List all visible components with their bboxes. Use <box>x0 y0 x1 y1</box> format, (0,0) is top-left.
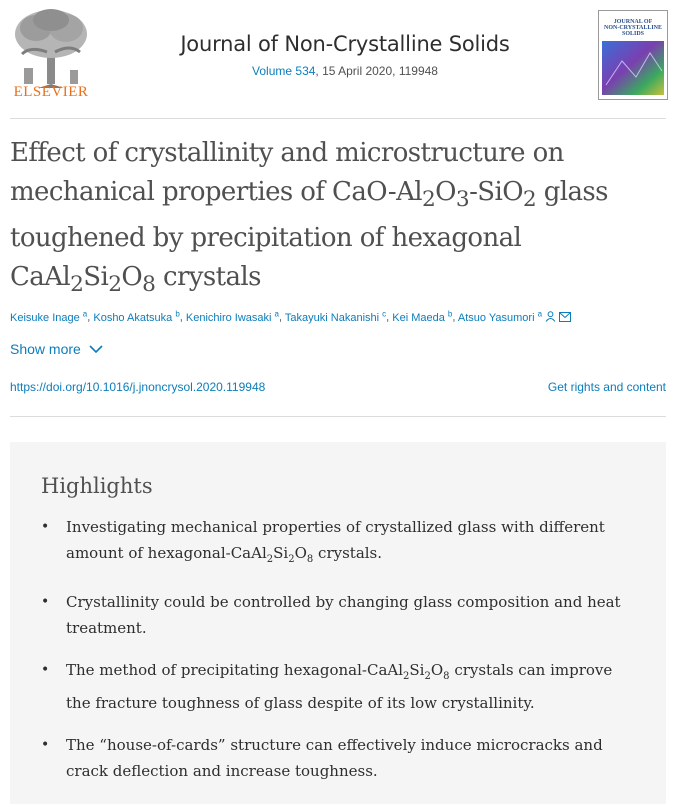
list-item: The “house-of-cards” structure can effec… <box>41 732 641 784</box>
author-link[interactable]: Atsuo Yasumori a <box>457 309 543 324</box>
highlights-heading: Highlights <box>41 474 153 498</box>
show-more-label: Show more <box>10 341 81 357</box>
author-link[interactable]: Kosho Akatsuka b <box>93 309 180 324</box>
author-link[interactable]: Takayuki Nakanishi c <box>284 309 387 324</box>
article-title: Effect of crystallinity and microstructu… <box>10 138 609 297</box>
header-divider <box>10 118 666 119</box>
list-item: Investigating mechanical properties of c… <box>41 514 641 573</box>
issue-date: , 15 April 2020, 119948 <box>315 64 438 78</box>
highlights-list: Investigating mechanical properties of c… <box>41 514 641 800</box>
journal-title-link[interactable]: Journal of Non-Crystalline Solids <box>180 32 510 56</box>
list-item: The method of precipitating hexagonal-Ca… <box>41 657 641 716</box>
volume-link[interactable]: Volume 534 <box>252 64 316 78</box>
show-more-toggle[interactable]: Show more <box>10 341 103 357</box>
author-link[interactable]: Keisuke Inage a <box>10 309 88 324</box>
publisher-wordmark: ELSEVIER <box>13 84 89 100</box>
highlights-section: Highlights Investigating mechanical prop… <box>10 442 666 804</box>
article-header: ELSEVIER Journal of Non-Crystalline Soli… <box>0 0 680 118</box>
meta-divider <box>10 416 666 417</box>
author-link[interactable]: Kei Maeda b <box>392 309 453 324</box>
cover-image <box>602 41 664 95</box>
chevron-down-icon <box>89 344 103 353</box>
envelope-icon[interactable] <box>559 311 572 322</box>
journal-cover-thumbnail[interactable]: JOURNAL OF NON-CRYSTALLINE SOLIDS <box>598 10 668 100</box>
author-link[interactable]: Kenichiro Iwasaki a <box>185 309 279 324</box>
doi-link[interactable]: https://doi.org/10.1016/j.jnoncrysol.202… <box>10 380 266 394</box>
author-list: Keisuke Inage a, Kosho Akatsuka b, Kenic… <box>10 309 670 324</box>
elsevier-tree-logo[interactable] <box>10 6 92 104</box>
list-item: Crystallinity could be controlled by cha… <box>41 589 641 641</box>
journal-issue-info: Volume 534, 15 April 2020, 119948 <box>110 64 580 78</box>
person-icon[interactable] <box>545 310 556 322</box>
get-rights-link[interactable]: Get rights and content <box>547 380 666 394</box>
cover-title: JOURNAL OF NON-CRYSTALLINE SOLIDS <box>603 19 663 37</box>
